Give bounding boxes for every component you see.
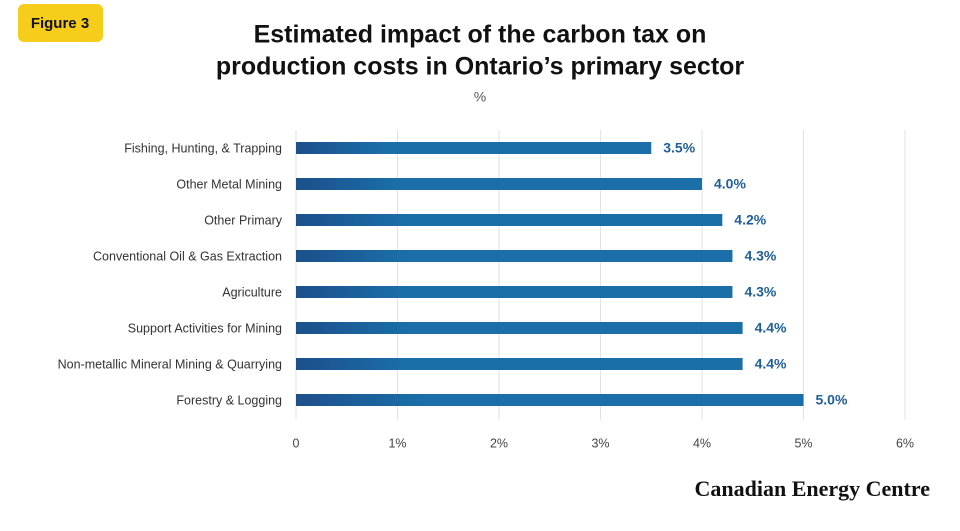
figure-badge: [18, 4, 103, 42]
x-tick-label: 1%: [388, 436, 406, 450]
bar: [296, 214, 723, 226]
value-label: 4.4%: [755, 356, 787, 372]
value-label: 4.2%: [734, 212, 766, 228]
source: Canadian Energy Centre: [695, 476, 931, 501]
bar: [296, 178, 702, 190]
value-label: 4.0%: [714, 176, 746, 192]
bar: [296, 286, 733, 298]
y-tick-label: Fishing, Hunting, & Trapping: [124, 141, 282, 155]
x-tick-label: 5%: [794, 436, 812, 450]
y-tick-label: Agriculture: [222, 285, 282, 299]
bar: [296, 142, 652, 154]
chart-subtitle: %: [474, 89, 486, 105]
value-label: 3.5%: [663, 140, 695, 156]
y-tick-label: Other Primary: [204, 213, 283, 227]
chart-title: production costs in Ontario’s primary se…: [216, 53, 745, 81]
value-label: 5.0%: [816, 392, 848, 408]
value-label: 4.3%: [744, 248, 776, 264]
value-label: 4.4%: [755, 320, 787, 336]
bar: [296, 394, 804, 406]
x-tick-label: 6%: [896, 436, 914, 450]
x-tick-label: 3%: [591, 436, 609, 450]
x-tick-label: 2%: [490, 436, 508, 450]
value-label: 4.3%: [744, 284, 776, 300]
y-tick-label: Other Metal Mining: [176, 177, 282, 191]
y-tick-label: Conventional Oil & Gas Extraction: [93, 249, 282, 263]
x-tick-label: 4%: [693, 436, 711, 450]
y-tick-label: Support Activities for Mining: [128, 321, 282, 335]
x-tick-label: 0: [293, 436, 300, 450]
y-tick-label: Non-metallic Mineral Mining & Quarrying: [58, 357, 282, 371]
bar: [296, 358, 743, 370]
bar: [296, 322, 743, 334]
y-tick-label: Forestry & Logging: [176, 393, 282, 407]
chart-title: Estimated impact of the carbon tax on: [254, 21, 707, 49]
bar: [296, 250, 733, 262]
figure-label: Figure 3: [31, 15, 89, 32]
